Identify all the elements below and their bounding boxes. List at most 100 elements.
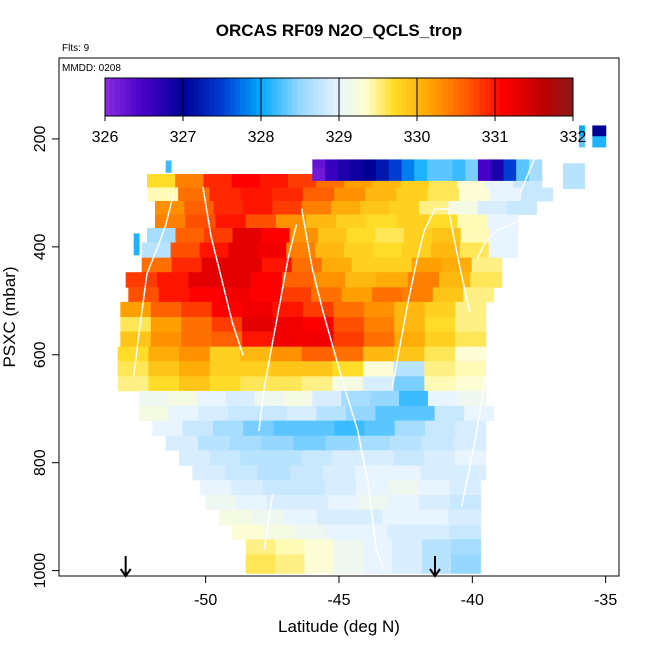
- heatmap-cell: [120, 317, 152, 332]
- heatmap-cell: [312, 167, 326, 181]
- heatmap-cell: [275, 539, 305, 555]
- colorbar-swatch: [469, 78, 475, 116]
- colorbar-swatch: [188, 78, 194, 116]
- heatmap-cell: [259, 174, 289, 188]
- colorbar-swatch: [131, 78, 137, 116]
- colorbar-swatch: [167, 78, 174, 116]
- colorbar-swatch: [287, 78, 293, 116]
- heatmap-cell: [355, 479, 388, 496]
- flight-track-line: [519, 138, 546, 194]
- heatmap-cell: [477, 167, 492, 181]
- colorbar-swatch: [515, 78, 522, 116]
- colorbar-swatch: [380, 78, 387, 116]
- y-tick-label: 800: [32, 449, 49, 476]
- heatmap-cell: [394, 331, 426, 348]
- heatmap-cell: [301, 200, 332, 215]
- colorbar-swatch: [437, 78, 444, 116]
- heatmap-cell: [441, 257, 473, 273]
- heatmap-cell: [141, 257, 173, 273]
- colorbar-swatch: [427, 78, 434, 116]
- colorbar-swatch: [443, 78, 449, 116]
- y-axis-label: PSXC (mbar): [0, 266, 19, 367]
- heatmap-cell: [261, 227, 291, 243]
- heatmap-cell: [439, 167, 454, 181]
- heatmap-cell: [286, 406, 317, 421]
- heatmap-cell: [458, 187, 491, 202]
- colorbar-swatch: [422, 78, 428, 116]
- heatmap-cell: [427, 390, 458, 407]
- heatmap-cell: [150, 317, 182, 332]
- heatmap-cell: [179, 450, 211, 466]
- heatmap-cell: [219, 287, 251, 303]
- heatmap-cell: [488, 242, 519, 259]
- heatmap-cell: [198, 406, 229, 421]
- heatmap-cell: [421, 435, 455, 451]
- heatmap-cell: [451, 539, 481, 555]
- colorbar-swatch: [115, 78, 122, 116]
- flight-track-line: [132, 192, 175, 378]
- heatmap-cell: [316, 406, 347, 421]
- colorbar-swatch: [245, 78, 252, 116]
- colorbar-swatch: [495, 78, 501, 116]
- colorbar-swatch: [552, 78, 558, 116]
- colorbar-swatch: [432, 78, 439, 116]
- colorbar-swatch: [146, 78, 153, 116]
- heatmap-cell: [250, 287, 282, 303]
- colorbar-tick-label: 331: [482, 129, 509, 146]
- x-axis-label: Latitude (deg N): [278, 617, 400, 636]
- heatmap-cell: [334, 420, 366, 437]
- heatmap-cell: [387, 479, 419, 496]
- heatmap-cell: [315, 242, 345, 259]
- heatmap-cell: [402, 287, 434, 303]
- heatmap-cell: [231, 479, 264, 496]
- heatmap-cell: [439, 159, 454, 168]
- colorbar-tick-label: 332: [560, 129, 587, 146]
- heatmap-cell: [291, 257, 323, 273]
- colorbar-swatch: [281, 78, 288, 116]
- heatmap-cell: [125, 272, 158, 288]
- colorbar-swatch: [255, 78, 262, 116]
- heatmap-cell: [312, 159, 326, 168]
- heatmap-cell: [272, 200, 303, 215]
- heatmap-cell: [427, 167, 441, 181]
- heatmap-cell: [424, 450, 456, 466]
- heatmap-cell: [376, 272, 409, 288]
- colorbar-swatch: [417, 78, 423, 116]
- heatmap-cell: [301, 346, 333, 362]
- heatmap-cell: [147, 174, 176, 188]
- heatmap-cell: [439, 272, 471, 288]
- heatmap-cell: [363, 554, 393, 574]
- colorbar-swatch: [453, 78, 460, 116]
- heatmap-cell: [333, 301, 365, 318]
- heatmap-cell: [392, 539, 423, 555]
- heatmap-cell: [341, 287, 373, 303]
- heatmap-cell: [381, 257, 413, 273]
- heatmap-cell: [421, 539, 452, 555]
- heatmap-cell: [393, 361, 425, 377]
- colorbar-swatch: [526, 78, 532, 116]
- heatmap-cell: [388, 159, 403, 168]
- heatmap-cell: [411, 257, 443, 273]
- heatmap-cell: [455, 376, 487, 392]
- heatmap-cell: [209, 187, 242, 202]
- heatmap-cell: [344, 242, 374, 259]
- heatmap-cell: [245, 539, 276, 555]
- colorbar-swatch: [370, 78, 376, 116]
- heatmap-cell: [394, 317, 426, 332]
- colorbar-swatch: [521, 78, 527, 116]
- colorbar-swatch: [448, 78, 454, 116]
- heatmap-cell: [228, 242, 258, 259]
- colorbar-swatch: [297, 78, 304, 116]
- colorbar-swatch: [172, 78, 179, 116]
- heatmap-cell: [356, 524, 388, 540]
- heatmap-cell: [489, 187, 522, 202]
- heatmap-cell: [375, 227, 405, 243]
- heatmap-cell: [424, 361, 456, 377]
- colorbar-swatch: [183, 78, 189, 116]
- heatmap-cell: [449, 495, 481, 511]
- colorbar-swatch: [562, 78, 569, 116]
- heatmap-cell: [503, 167, 517, 181]
- heatmap-cell: [150, 301, 182, 318]
- heatmap-cell: [219, 509, 253, 526]
- colorbar-swatch: [110, 78, 116, 116]
